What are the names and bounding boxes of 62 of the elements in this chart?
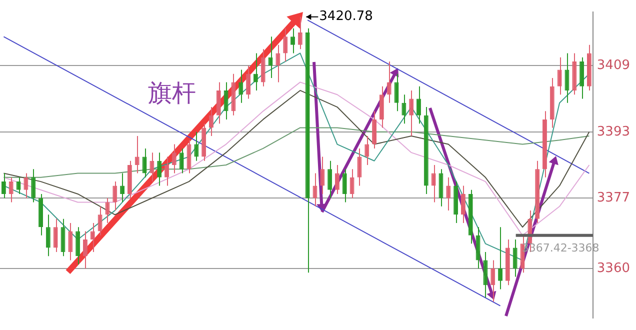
- candlestick: [46, 214, 50, 257]
- candlestick: [290, 28, 295, 54]
- candlestick: [83, 230, 88, 270]
- candlestick: [416, 86, 421, 124]
- candlestick: [1, 172, 6, 199]
- candlestick: [150, 152, 154, 182]
- candlestick: [460, 185, 466, 224]
- candlestick: [364, 136, 370, 166]
- candlestick: [379, 86, 384, 128]
- candlestick: [580, 56, 584, 100]
- candlestick: [298, 16, 302, 50]
- candlestick: [172, 144, 176, 174]
- candlestick: [253, 52, 258, 91]
- candlestick: [120, 172, 125, 203]
- candlestick: [328, 160, 332, 199]
- y-tick-label: 3409: [596, 58, 630, 73]
- candlestick: [53, 218, 58, 252]
- candlestick: [134, 136, 140, 174]
- candlestick: [431, 164, 436, 203]
- candlestick: [386, 60, 392, 104]
- candlestick: [31, 168, 36, 203]
- candlestick: [350, 168, 354, 199]
- candlestick: [283, 28, 288, 62]
- y-tick-label: 3360: [596, 260, 630, 276]
- candlestick: [512, 239, 518, 278]
- candlestick: [342, 168, 347, 203]
- candlestick: [76, 226, 80, 265]
- candlestick: [224, 82, 228, 120]
- candlestick: [112, 181, 118, 212]
- candlestick: [164, 156, 169, 186]
- candlestick: [446, 176, 451, 212]
- candlestick: [357, 148, 362, 186]
- candlestick: [320, 156, 325, 194]
- candlestick: [490, 260, 496, 302]
- candlestick: [498, 226, 502, 290]
- candlestick: [246, 65, 251, 100]
- candlestick: [68, 222, 73, 261]
- candlestick: [335, 164, 340, 194]
- candlestick: [238, 69, 244, 104]
- candlestick: [105, 198, 110, 224]
- candlestick: [8, 176, 14, 203]
- candlestick: [402, 94, 406, 124]
- candlestick: [483, 251, 488, 298]
- y-tick-label: 3393: [596, 124, 630, 140]
- candlestick: [194, 131, 199, 162]
- candlestick: [98, 206, 102, 236]
- candlestick: [557, 56, 562, 96]
- candlestick: [276, 44, 280, 83]
- candlestick: [24, 172, 28, 199]
- y-tick-label: 3377: [596, 190, 630, 206]
- candlestick: [157, 152, 162, 186]
- candlestick: [260, 48, 266, 87]
- candlestick: [372, 110, 376, 149]
- candlestick: [216, 82, 221, 124]
- candlestick: [16, 176, 21, 194]
- candlestick: [90, 222, 95, 252]
- annotation: 旗杆: [148, 78, 196, 107]
- candlestick: [179, 148, 184, 174]
- candlestick: [409, 90, 414, 137]
- candlestick: [476, 226, 480, 270]
- candlestick: [209, 106, 214, 137]
- annotation: 3420.78: [319, 9, 373, 24]
